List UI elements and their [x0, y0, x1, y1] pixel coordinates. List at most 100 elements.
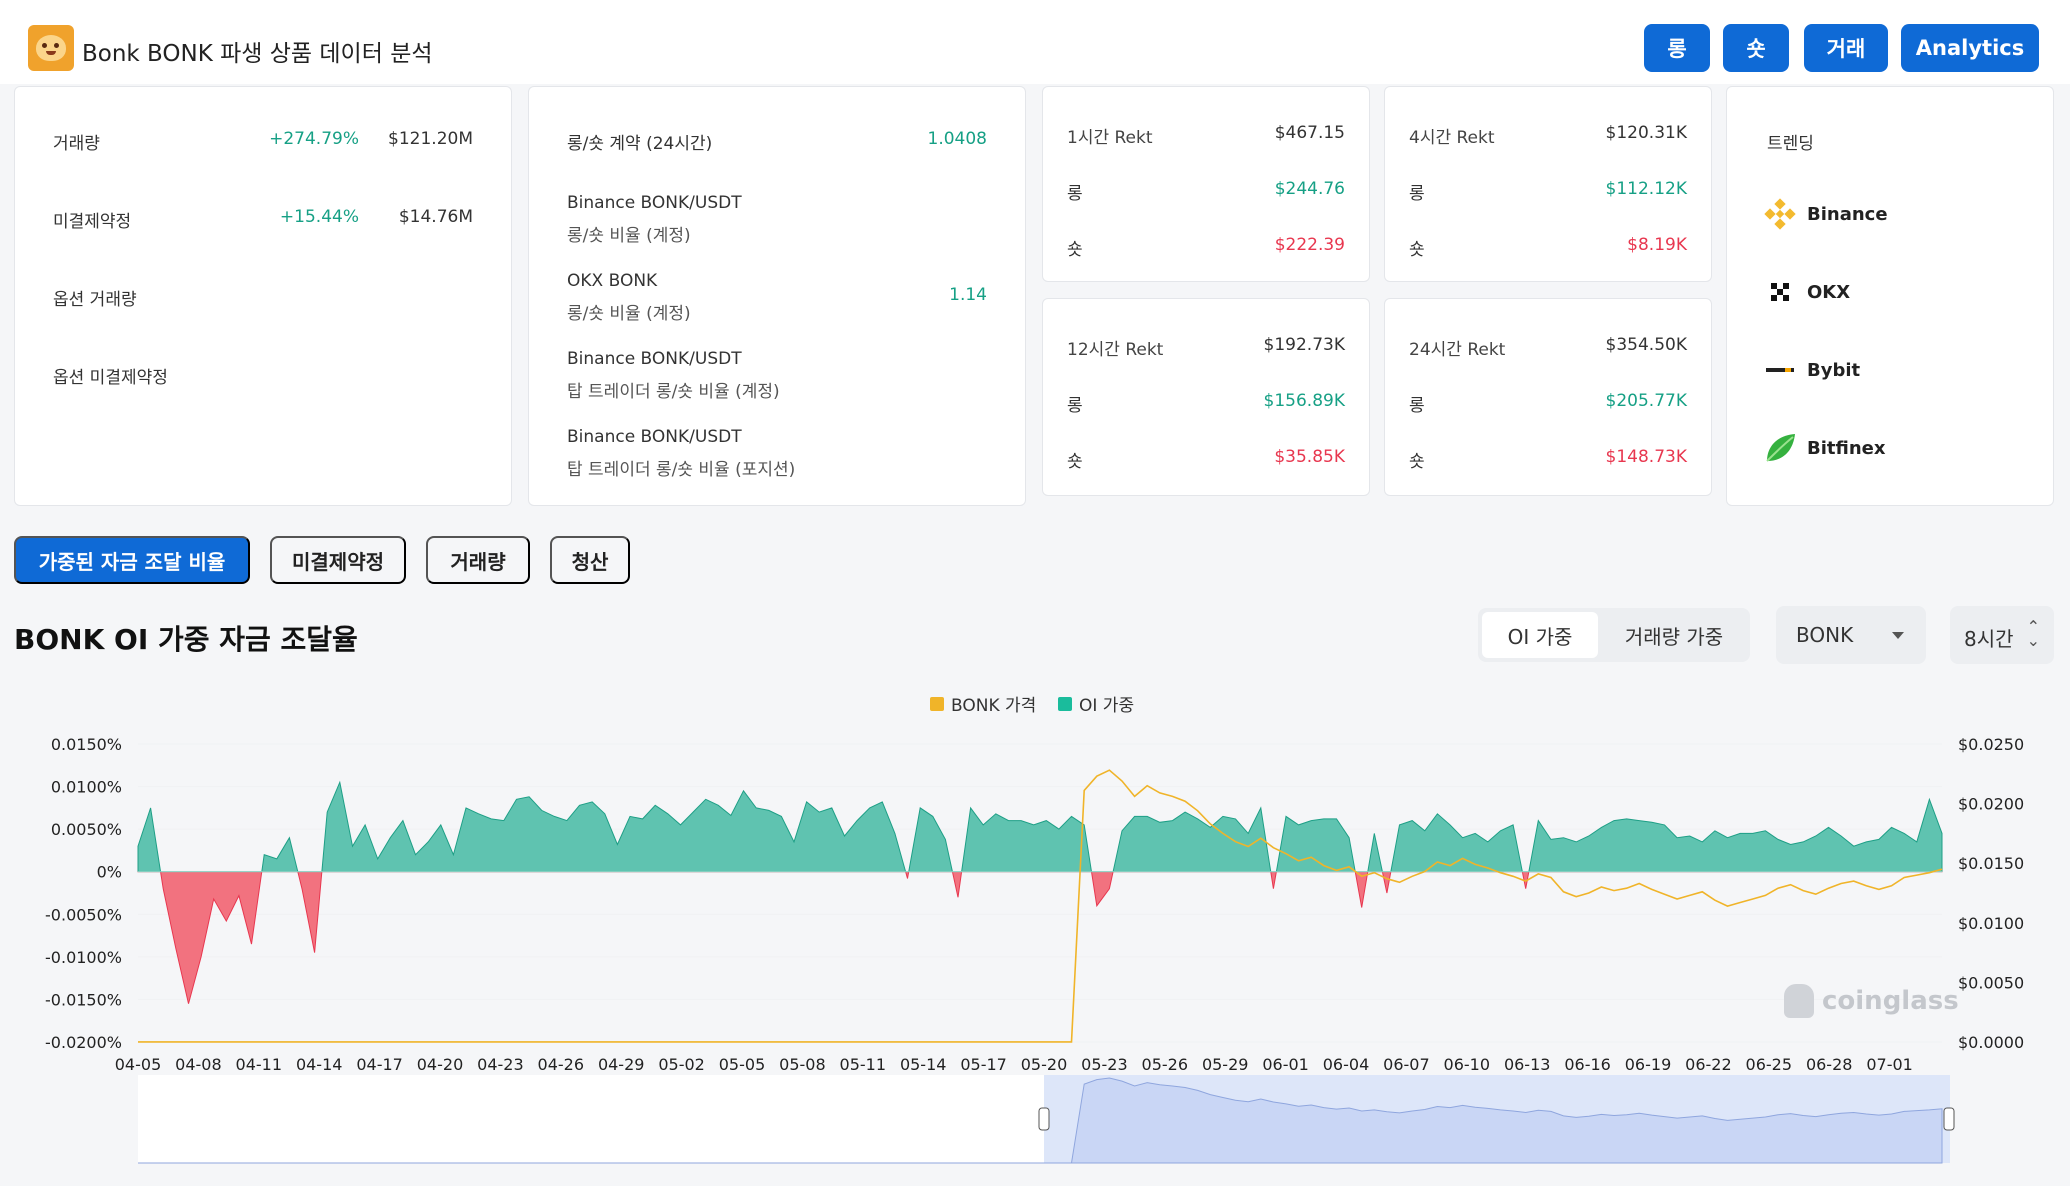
rekt-long-value: $244.76	[1274, 179, 1345, 199]
bybit-icon	[1763, 353, 1797, 387]
x-tick-label: 04-05	[115, 1055, 162, 1074]
x-tick-label: 05-23	[1081, 1055, 1128, 1074]
x-tick-label: 06-07	[1383, 1055, 1430, 1074]
long-button[interactable]: 롱	[1644, 24, 1710, 72]
chart-title: BONK OI 가중 자금 조달율	[14, 623, 358, 656]
x-tick-label: 06-10	[1444, 1055, 1491, 1074]
oi-label: 미결제약정	[53, 212, 132, 232]
x-tick-label: 04-29	[598, 1055, 645, 1074]
rekt-long-label: 롱	[1409, 396, 1425, 416]
x-tick-label: 05-08	[779, 1055, 826, 1074]
y-left-tick-label: -0.0100%	[45, 948, 122, 967]
rekt-long-value: $156.89K	[1263, 391, 1345, 411]
symbol-select[interactable]: BONK	[1776, 606, 1926, 664]
x-tick-label: 05-05	[719, 1055, 766, 1074]
rekt-long-label: 롱	[1067, 396, 1083, 416]
x-tick-label: 04-08	[175, 1055, 222, 1074]
range-handle-left[interactable]	[1038, 1107, 1050, 1131]
y-right-tick-label: $0.0050	[1958, 973, 2024, 992]
page-title: Bonk BONK 파생 상품 데이터 분석	[82, 41, 433, 67]
y-right-tick-label: $0.0250	[1958, 735, 2024, 754]
ratio-subtitle: 탑 트레이더 롱/숏 비율 (계정)	[567, 382, 780, 402]
trade-button[interactable]: 거래	[1804, 24, 1888, 72]
up-down-arrows-icon: ⌃ ⌄	[2026, 617, 2040, 650]
x-tick-label: 06-13	[1504, 1055, 1551, 1074]
y-left-tick-label: 0.0050%	[51, 820, 122, 839]
interval-value: 8시간	[1964, 627, 2014, 651]
rekt-card-4h: 4시간 Rekt $120.31K 롱 $112.12K 숏 $8.19K	[1384, 86, 1712, 282]
x-tick-label: 05-26	[1142, 1055, 1189, 1074]
symbol-value: BONK	[1796, 623, 1854, 647]
oi-weighted-negative-area	[137, 871, 1943, 1004]
x-tick-label: 05-20	[1021, 1055, 1068, 1074]
trending-bitfinex[interactable]: Bitfinex	[1763, 431, 1885, 465]
rekt-total: $120.31K	[1605, 123, 1687, 143]
x-tick-label: 06-28	[1806, 1055, 1853, 1074]
rekt-short-label: 숏	[1409, 452, 1425, 472]
legend-label: OI 가중	[1079, 696, 1135, 716]
okx-ratio-value: 1.14	[949, 285, 987, 305]
legend-price[interactable]: BONK 가격	[930, 691, 1036, 716]
x-tick-label: 05-29	[1202, 1055, 1249, 1074]
volume-value: $121.20M	[388, 129, 473, 149]
watermark-text: coinglass	[1822, 986, 1959, 1016]
coinglass-logo-icon	[1784, 984, 1814, 1018]
legend-oi-weighted[interactable]: OI 가중	[1058, 691, 1134, 716]
trending-bybit[interactable]: Bybit	[1763, 353, 1860, 387]
x-tick-label: 06-04	[1323, 1055, 1370, 1074]
rekt-title: 12시간 Rekt	[1067, 340, 1164, 360]
volume-weighted-option[interactable]: 거래량 가중	[1624, 624, 1724, 649]
ratios-card: 롱/숏 계약 (24시간) 1.0408 Binance BONK/USDT 롱…	[528, 86, 1026, 506]
ratio-title: Binance BONK/USDT	[567, 349, 742, 369]
ratio-title: Binance BONK/USDT	[567, 193, 742, 213]
ratio-title: Binance BONK/USDT	[567, 427, 742, 447]
volume-change: +274.79%	[269, 129, 359, 149]
y-left-tick-label: 0%	[97, 863, 122, 882]
x-tick-label: 04-26	[538, 1055, 585, 1074]
tab-open-interest[interactable]: 미결제약정	[270, 536, 406, 584]
x-tick-label: 05-14	[900, 1055, 947, 1074]
ratio-subtitle: 롱/숏 비율 (계정)	[567, 226, 691, 246]
trending-binance[interactable]: Binance	[1763, 197, 1888, 231]
ls-contract-value: 1.0408	[927, 129, 987, 149]
weighting-toggle: OI 가중 거래량 가중	[1478, 608, 1750, 662]
rekt-long-value: $112.12K	[1605, 179, 1687, 199]
range-handle-right[interactable]	[1943, 1107, 1955, 1131]
oi-value: $14.76M	[398, 207, 473, 227]
oi-weighted-option[interactable]: OI 가중	[1482, 612, 1598, 658]
x-tick-label: 06-25	[1746, 1055, 1793, 1074]
tab-volume[interactable]: 거래량	[426, 536, 530, 584]
rekt-total: $192.73K	[1263, 335, 1345, 355]
tab-liquidation[interactable]: 청산	[550, 536, 630, 584]
y-left-tick-label: -0.0050%	[45, 905, 122, 924]
rekt-title: 24시간 Rekt	[1409, 340, 1506, 360]
ratio-title: OKX BONK	[567, 271, 658, 291]
bonk-logo-icon	[28, 25, 74, 71]
oi-change: +15.44%	[279, 207, 359, 227]
y-right-tick-label: $0.0100	[1958, 914, 2024, 933]
tab-weighted-funding[interactable]: 가중된 자금 조달 비율	[14, 536, 250, 584]
binance-icon	[1763, 197, 1797, 231]
analytics-button[interactable]: Analytics	[1901, 24, 2039, 72]
trending-okx[interactable]: OKX	[1763, 275, 1850, 309]
rekt-short-label: 숏	[1067, 452, 1083, 472]
ratio-subtitle: 롱/숏 비율 (계정)	[567, 304, 691, 324]
rekt-card-1h: 1시간 Rekt $467.15 롱 $244.76 숏 $222.39	[1042, 86, 1370, 282]
exchange-name: OKX	[1807, 281, 1851, 303]
coinglass-watermark: coinglass	[1784, 984, 1959, 1018]
interval-select[interactable]: 8시간 ⌃ ⌄	[1950, 606, 2054, 664]
oi-weighted-positive-area	[137, 780, 1943, 872]
rekt-long-label: 롱	[1409, 184, 1425, 204]
x-tick-label: 06-22	[1685, 1055, 1732, 1074]
trending-card: 트렌딩 Binance OKX Bybit Bitfinex	[1726, 86, 2054, 506]
x-tick-label: 05-02	[658, 1055, 705, 1074]
y-left-tick-label: 0.0150%	[51, 735, 122, 754]
rekt-short-value: $222.39	[1274, 235, 1345, 255]
short-button[interactable]: 숏	[1723, 24, 1789, 72]
rekt-short-value: $148.73K	[1605, 447, 1687, 467]
funding-rate-chart[interactable]: 0.0150% 0.0100% 0.0050% 0% -0.0050% -0.0100% -…	[0, 720, 2070, 1176]
legend-label: BONK 가격	[951, 696, 1037, 716]
x-tick-label: 04-20	[417, 1055, 464, 1074]
stats-card: 거래량 +274.79% $121.20M 미결제약정 +15.44% $14.…	[14, 86, 512, 506]
y-right-tick-label: $0.0000	[1958, 1033, 2024, 1052]
